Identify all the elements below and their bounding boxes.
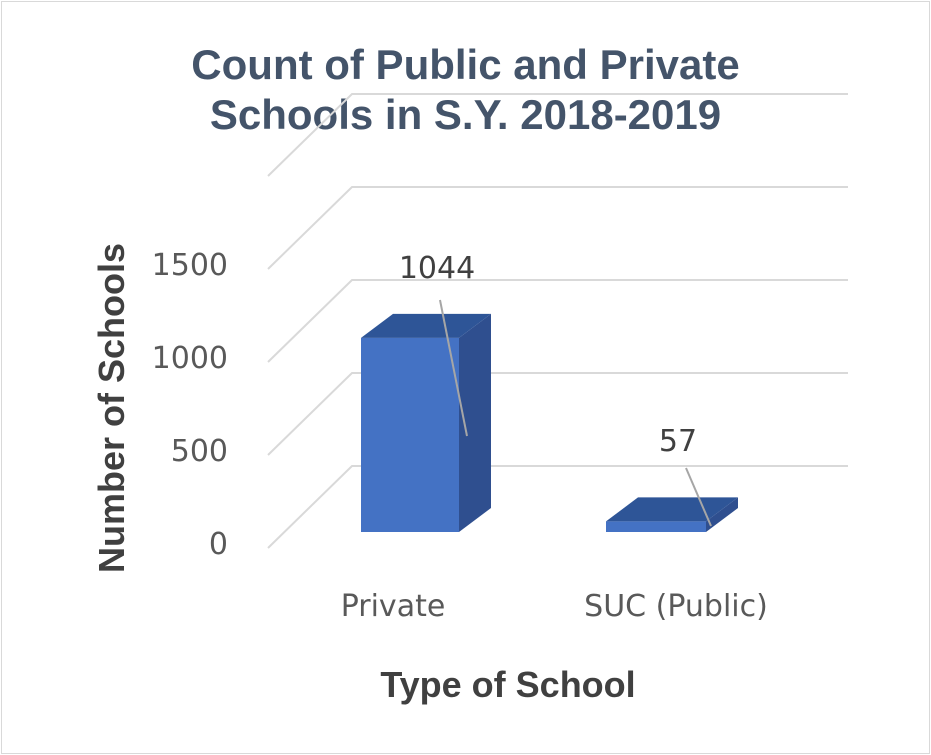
y-tick-label: 0 <box>209 527 228 562</box>
y-tick-labels: 0 500 1000 1500 <box>152 248 228 562</box>
data-label: 1044 <box>399 251 475 286</box>
gridline <box>267 465 848 549</box>
data-labels: 1044 57 <box>399 251 712 527</box>
chart-title-line-1: Count of Public and Private <box>191 41 740 88</box>
gridline <box>267 93 848 177</box>
bar-top-0 <box>361 313 491 338</box>
gridlines <box>267 93 848 549</box>
bars <box>361 313 738 532</box>
gridline <box>267 279 848 363</box>
gridline <box>267 186 848 270</box>
y-tick-label: 1000 <box>152 341 228 376</box>
y-axis-title: Number of Schools <box>91 243 132 573</box>
x-tick-labels: Private SUC (Public) <box>341 589 768 624</box>
y-tick-label: 500 <box>171 434 228 469</box>
x-tick-label: SUC (Public) <box>584 589 768 624</box>
chart-title-line-2: Schools in S.Y. 2018-2019 <box>209 91 722 138</box>
gridline <box>267 372 848 456</box>
x-axis-title: Type of School <box>380 664 635 705</box>
bar-front-1 <box>606 521 706 532</box>
bar-side-1 <box>706 497 738 532</box>
bar-side-0 <box>459 313 491 532</box>
x-tick-label: Private <box>341 589 446 624</box>
data-label: 57 <box>659 424 697 459</box>
bar-front-0 <box>361 337 459 532</box>
y-tick-label: 1500 <box>152 248 228 283</box>
data-label-leader <box>439 299 468 437</box>
bar-top-1 <box>606 497 738 522</box>
data-label-leader <box>685 467 712 527</box>
chart-title: Count of Public and Private Schools in S… <box>0 40 931 140</box>
